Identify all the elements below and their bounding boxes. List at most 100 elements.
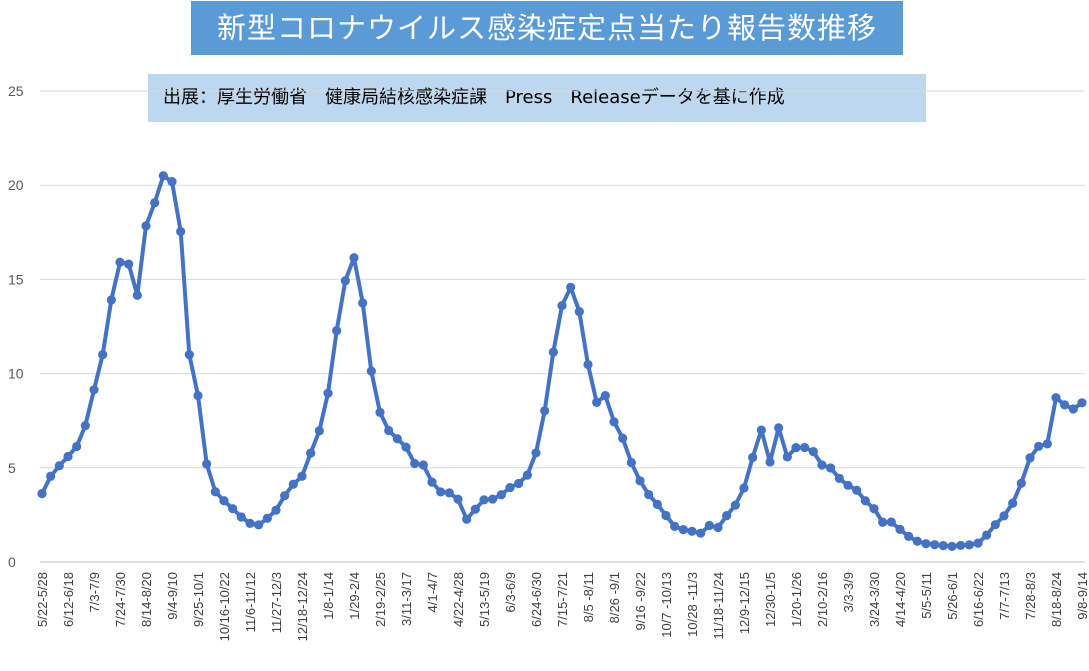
data-point bbox=[1008, 498, 1018, 508]
x-tick-label: 6/12-6/18 bbox=[61, 572, 76, 627]
data-point bbox=[124, 259, 134, 269]
data-point bbox=[410, 458, 420, 469]
data-point bbox=[817, 460, 827, 470]
x-tick-label: 9/25-10/1 bbox=[191, 572, 206, 627]
data-point bbox=[436, 487, 446, 497]
data-point bbox=[245, 518, 255, 528]
x-tick-label: 6/16-6/22 bbox=[971, 572, 986, 627]
data-point bbox=[678, 524, 688, 535]
x-tick-label: 2/19-2/25 bbox=[373, 572, 388, 627]
data-point bbox=[462, 514, 472, 524]
data-point bbox=[505, 482, 515, 493]
data-point bbox=[89, 385, 99, 395]
data-point bbox=[765, 457, 775, 467]
data-point bbox=[1034, 441, 1044, 451]
data-point bbox=[670, 521, 680, 531]
data-point bbox=[314, 426, 324, 436]
data-point bbox=[332, 326, 342, 336]
data-point bbox=[54, 461, 64, 471]
data-point bbox=[254, 520, 264, 530]
x-tick-label: 10/7 -10/13 bbox=[659, 572, 674, 638]
data-point bbox=[531, 448, 541, 458]
data-point bbox=[652, 499, 662, 509]
x-tick-label: 6/24-6/30 bbox=[529, 572, 544, 627]
y-tick-label: 0 bbox=[8, 554, 16, 570]
data-point bbox=[280, 491, 290, 501]
data-point bbox=[644, 489, 654, 500]
data-point bbox=[574, 307, 584, 317]
data-point bbox=[756, 425, 766, 435]
x-tick-label: 5/5-5/11 bbox=[919, 572, 934, 619]
x-tick-label: 7/28-8/3 bbox=[1023, 572, 1038, 620]
x-tick-label: 9/4-9/10 bbox=[165, 572, 180, 620]
data-point bbox=[912, 536, 922, 546]
x-tick-label: 4/22-4/28 bbox=[451, 572, 466, 627]
chart-title: 新型コロナウイルス感染症定点当たり報告数推移 bbox=[191, 1, 903, 55]
y-tick-label: 25 bbox=[8, 83, 24, 99]
x-tick-label: 8/26 -9/1 bbox=[607, 572, 622, 623]
data-point bbox=[947, 541, 957, 551]
x-tick-label: 5/26-6/1 bbox=[945, 572, 960, 620]
data-point bbox=[80, 420, 90, 431]
gridlines bbox=[40, 90, 1085, 563]
x-tick-label: 7/7-7/13 bbox=[997, 572, 1012, 620]
data-point bbox=[98, 349, 108, 360]
data-point bbox=[366, 366, 376, 376]
x-tick-label: 2/10-2/16 bbox=[815, 572, 830, 627]
x-tick-label: 6/3-6/9 bbox=[503, 572, 518, 612]
x-tick-label: 11/6-11/12 bbox=[243, 572, 258, 632]
x-tick-label: 1/20-1/26 bbox=[789, 572, 804, 627]
data-point bbox=[592, 397, 602, 408]
data-point bbox=[1016, 478, 1026, 488]
data-point bbox=[37, 489, 47, 499]
data-point bbox=[271, 505, 281, 515]
data-point bbox=[150, 198, 160, 208]
data-point bbox=[297, 471, 307, 481]
data-point bbox=[626, 457, 636, 468]
data-point bbox=[990, 520, 1000, 530]
data-point bbox=[1051, 393, 1061, 403]
data-point bbox=[358, 298, 368, 308]
data-point bbox=[687, 526, 697, 536]
x-tick-label: 8/14-8/20 bbox=[139, 572, 154, 627]
data-point bbox=[479, 495, 489, 505]
data-point bbox=[661, 510, 671, 521]
x-tick-label: 7/3-7/9 bbox=[87, 572, 102, 612]
data-point bbox=[323, 388, 333, 398]
data-point bbox=[1042, 439, 1052, 449]
data-point bbox=[540, 406, 550, 416]
data-point bbox=[834, 473, 844, 483]
data-point bbox=[713, 522, 723, 533]
data-point bbox=[106, 295, 116, 305]
data-point bbox=[600, 391, 610, 401]
data-point bbox=[964, 540, 974, 550]
data-point bbox=[609, 417, 619, 427]
data-point bbox=[514, 478, 524, 489]
data-point bbox=[999, 511, 1009, 521]
data-point bbox=[696, 528, 706, 538]
x-tick-label: 12/9-12/15 bbox=[737, 572, 752, 634]
x-axis-tick-labels: 5/22-5/28 6/12-6/18 7/3-7/9 7/24-7/30 8/14-8… bbox=[35, 572, 1089, 641]
data-point bbox=[782, 452, 792, 462]
data-point bbox=[228, 504, 238, 514]
data-point bbox=[938, 541, 948, 551]
data-point bbox=[722, 511, 732, 521]
data-point bbox=[808, 446, 818, 457]
data-point bbox=[748, 452, 758, 463]
y-tick-label: 15 bbox=[8, 271, 24, 287]
data-point bbox=[210, 487, 220, 497]
data-point bbox=[1068, 404, 1078, 414]
data-point bbox=[444, 488, 454, 498]
data-point bbox=[288, 479, 298, 489]
x-tick-label: 12/18-12/24 bbox=[295, 572, 310, 641]
data-point bbox=[982, 530, 992, 540]
data-point bbox=[557, 300, 567, 311]
series-line bbox=[37, 171, 1087, 551]
data-point bbox=[219, 496, 229, 506]
x-tick-label: 7/24-7/30 bbox=[113, 572, 128, 627]
y-tick-label: 10 bbox=[8, 366, 24, 382]
data-point bbox=[193, 391, 203, 401]
x-tick-label: 5/22-5/28 bbox=[35, 572, 50, 627]
data-point bbox=[176, 226, 186, 237]
data-point bbox=[167, 177, 177, 187]
